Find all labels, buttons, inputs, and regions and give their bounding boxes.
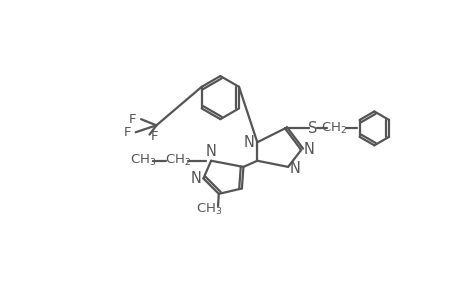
Text: F: F xyxy=(129,113,136,126)
Text: N: N xyxy=(289,161,300,176)
Text: N: N xyxy=(244,135,254,150)
Text: F: F xyxy=(123,126,131,139)
Text: CH$_3$: CH$_3$ xyxy=(130,153,156,168)
Text: CH$_2$: CH$_2$ xyxy=(320,121,347,136)
Text: N: N xyxy=(190,171,201,186)
Text: CH$_2$: CH$_2$ xyxy=(164,153,190,168)
Text: N: N xyxy=(205,144,216,159)
Text: CH$_3$: CH$_3$ xyxy=(195,202,222,217)
Text: N: N xyxy=(303,142,313,158)
Text: S: S xyxy=(308,121,317,136)
Text: F: F xyxy=(151,130,158,142)
